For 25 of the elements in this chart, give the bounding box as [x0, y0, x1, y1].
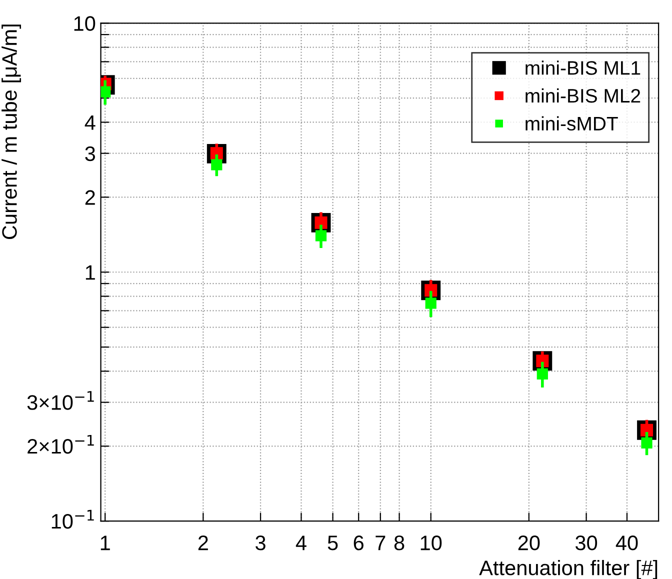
y-tick-label: 10	[74, 16, 96, 31]
y-tick-label: 3×10$^{−1}$	[27, 391, 94, 410]
x-tick-label: 2	[198, 536, 208, 550]
x-tick-label: 10	[420, 536, 442, 550]
x-tick-label: 40	[616, 536, 638, 550]
legend-label: mini-BIS ML2	[526, 88, 640, 103]
y-tick-label: 10$^{−1}$	[52, 510, 94, 529]
x-tick-label: 1	[100, 536, 110, 550]
x-tick-label: 7	[376, 536, 386, 550]
x-tick-label: 3	[256, 536, 266, 550]
x-tick-label: 30	[576, 536, 598, 550]
x-tick-label: 6	[354, 536, 364, 550]
x-tick-label: 4	[296, 536, 306, 550]
y-axis-title: Current / m tube [μA/m]	[2, 24, 22, 240]
x-tick-label: 20	[518, 536, 540, 550]
legend-label: mini-sMDT	[526, 116, 618, 131]
y-tick-label: 4	[84, 115, 96, 130]
legend-label: mini-BIS ML1	[526, 60, 640, 75]
y-tick-label: 2×10$^{−1}$	[28, 434, 94, 454]
y-tick-label: 2	[85, 190, 95, 205]
x-axis-title: Attenuation filter [#]	[479, 560, 658, 579]
x-tick-label: 8	[394, 536, 404, 550]
y-tick-label: 1	[86, 265, 95, 280]
x-tick-label: 5	[328, 536, 338, 550]
y-tick-label: 3	[85, 146, 96, 162]
